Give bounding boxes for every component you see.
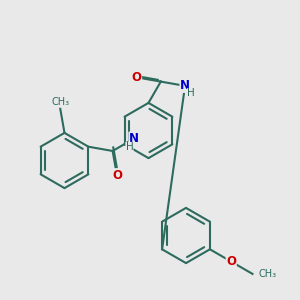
Text: CH₃: CH₃: [51, 97, 69, 107]
Text: O: O: [132, 71, 142, 84]
Text: N: N: [129, 132, 139, 145]
Text: CH₃: CH₃: [259, 269, 277, 279]
Text: H: H: [126, 142, 133, 152]
Text: H: H: [187, 88, 195, 98]
Text: O: O: [226, 255, 236, 268]
Text: N: N: [180, 80, 190, 92]
Text: O: O: [112, 169, 122, 182]
